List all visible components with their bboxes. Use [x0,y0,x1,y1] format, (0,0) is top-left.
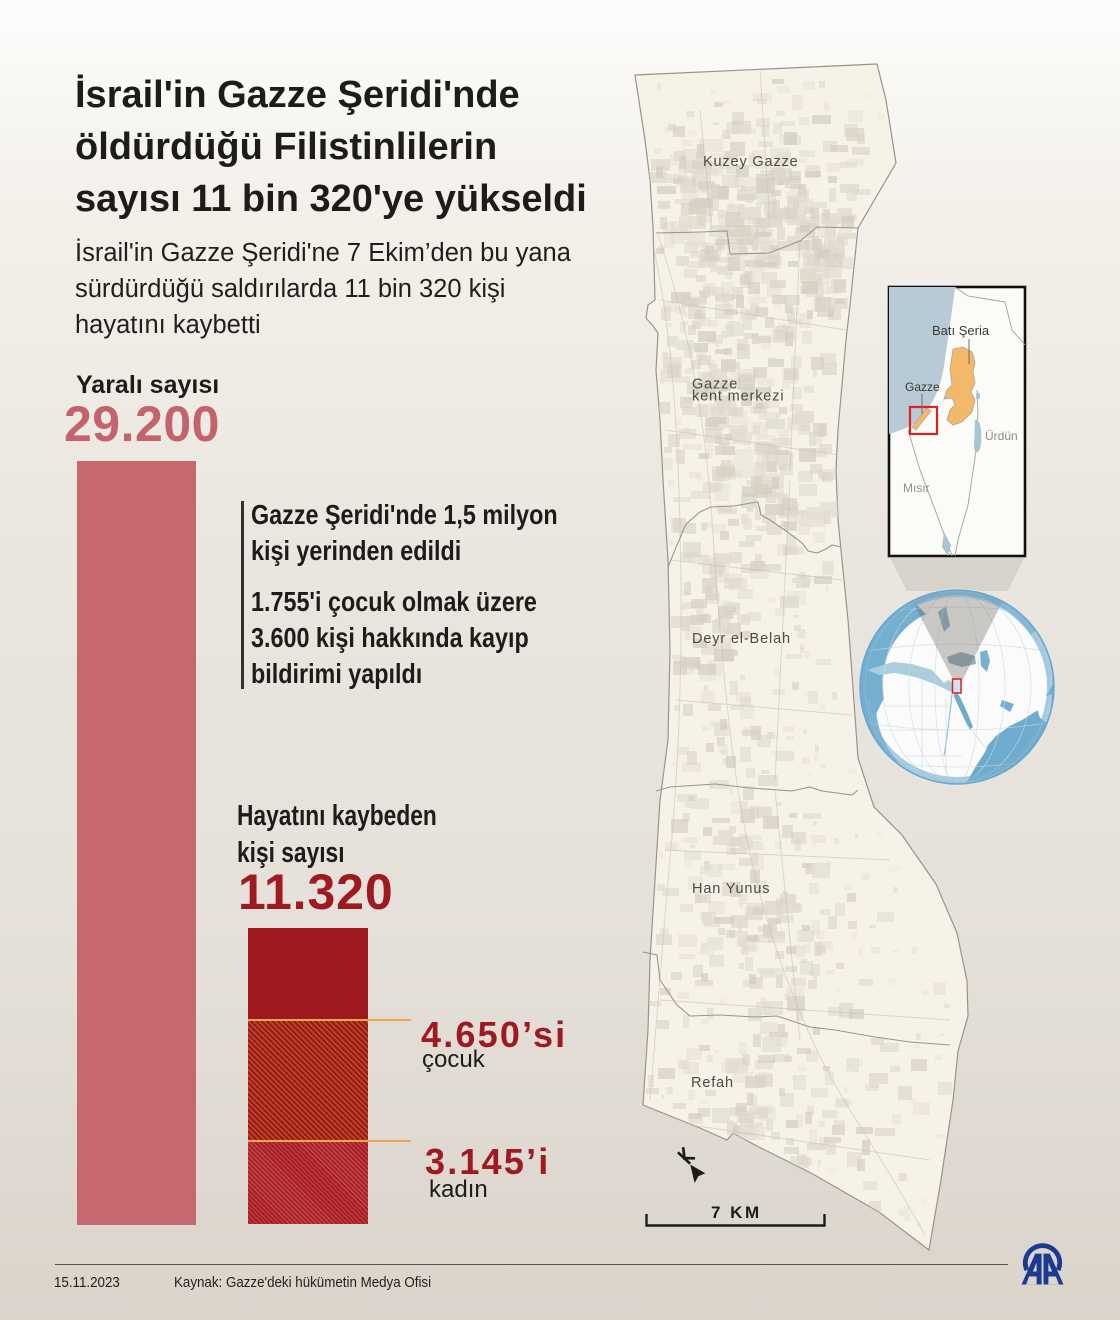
svg-text:Mısır: Mısır [903,481,930,495]
svg-text:Gazze: Gazze [692,377,738,393]
svg-text:Kuzey Gazze: Kuzey Gazze [703,154,799,170]
svg-text:7 KM: 7 KM [711,1203,762,1222]
svg-text:Deyr el-Belah: Deyr el-Belah [692,631,791,647]
svg-text:Ürdün: Ürdün [985,429,1018,443]
svg-text:Han Yunus: Han Yunus [692,881,770,897]
svg-text:kent merkezi: kent merkezi [692,389,784,405]
svg-text:Batı Şeria: Batı Şeria [932,323,990,338]
svg-text:Gazze: Gazze [905,380,940,394]
svg-text:Refah: Refah [691,1075,734,1091]
